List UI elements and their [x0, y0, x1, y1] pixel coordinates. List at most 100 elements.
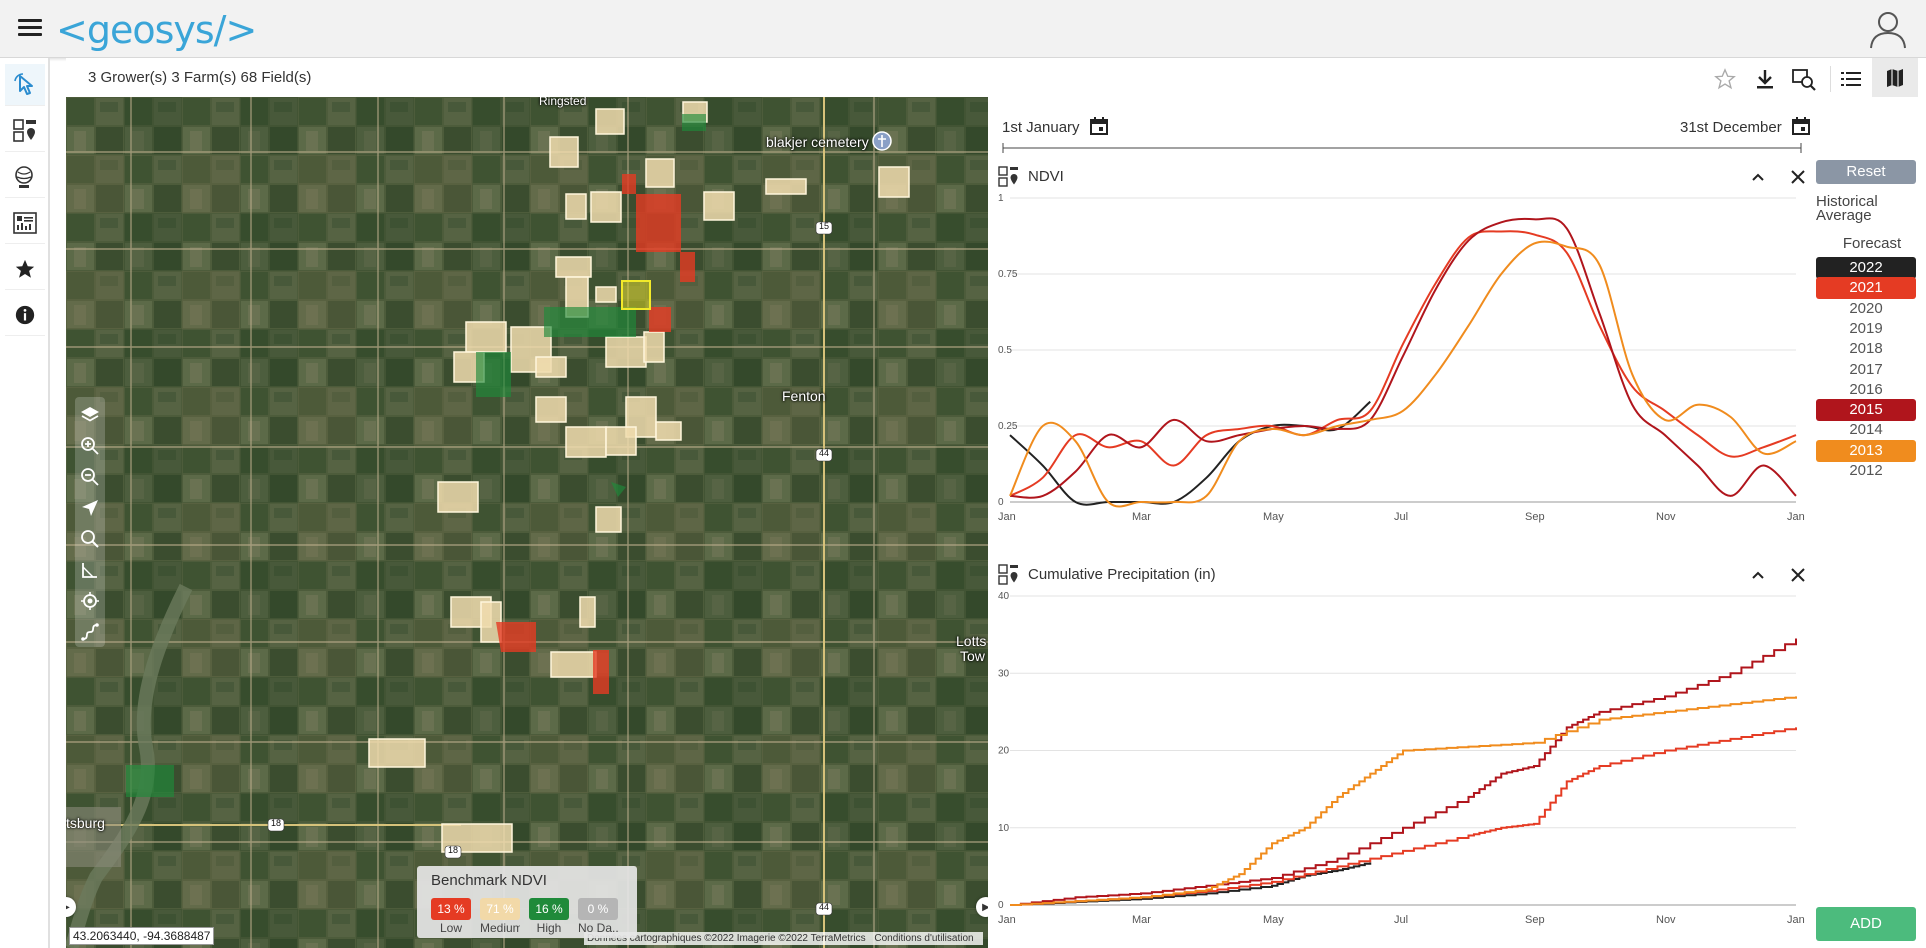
road-label-18: 18	[447, 845, 458, 855]
year-2012[interactable]: 2012	[1849, 462, 1883, 479]
year-2021[interactable]: 2021	[1816, 277, 1916, 300]
user-icon[interactable]	[1868, 9, 1908, 49]
map-attribution: Données cartographiques ©2022 Imagerie ©…	[584, 932, 983, 945]
year-2018[interactable]: 2018	[1849, 340, 1883, 358]
app-logo[interactable]: <geosys/>	[56, 8, 257, 52]
list-view-icon[interactable]	[1830, 66, 1870, 92]
year-2014[interactable]: 2014	[1849, 421, 1883, 439]
series-line-2015[interactable]	[1010, 638, 1797, 906]
road-label-44: 44	[818, 902, 829, 912]
year-2019[interactable]: 2019	[1849, 319, 1883, 337]
legend-label: Low	[439, 921, 462, 935]
legend-item-medium[interactable]: 71 % Medium	[480, 898, 520, 935]
info-icon[interactable]	[5, 294, 45, 336]
collapse-chart-icon[interactable]	[1748, 167, 1768, 187]
download-icon[interactable]	[1752, 66, 1778, 92]
terms-link[interactable]: Conditions d'utilisation	[874, 933, 974, 944]
legend-item-no-data[interactable]: 0 % No Da...	[578, 898, 618, 935]
year-2020[interactable]: 2020	[1849, 299, 1883, 317]
legend-label: No Da...	[578, 921, 618, 935]
add-button[interactable]: ADD	[1816, 907, 1916, 941]
y-tick-label: 0.25	[998, 421, 1018, 432]
globe-settings-icon[interactable]	[5, 156, 45, 198]
legend-value: 0 %	[578, 898, 618, 920]
map-label-lotts-tow: Tow	[960, 648, 985, 664]
layers-icon[interactable]	[78, 403, 102, 427]
historical-average-toggle[interactable]: Historical Average	[1816, 193, 1878, 224]
x-tick-label: Jan	[1787, 914, 1805, 926]
calendar-icon[interactable]	[1089, 117, 1108, 135]
series-line-2013[interactable]	[1010, 696, 1797, 906]
report-icon[interactable]	[5, 202, 45, 244]
calendar-icon[interactable]	[1791, 117, 1810, 135]
field-map-icon[interactable]	[5, 110, 45, 152]
map-label-cemetery: blakjer cemetery	[766, 134, 869, 150]
y-tick-label: 0.5	[998, 345, 1012, 356]
map-view-icon[interactable]	[1872, 58, 1918, 98]
y-tick-label: 40	[998, 591, 1010, 602]
start-date-label: 1st January	[1002, 119, 1080, 136]
y-tick-label: 0	[998, 900, 1004, 911]
satellite-map[interactable]: Ringsted blakjer cemetery Fenton Lotts T…	[66, 97, 988, 948]
chart-layer-icon	[998, 166, 1018, 187]
year-2022[interactable]: 2022	[1816, 257, 1916, 279]
legend-label: Medium	[480, 921, 520, 935]
draw-path-icon[interactable]	[78, 620, 102, 644]
y-tick-label: 20	[998, 746, 1010, 757]
collapse-left-arrow-icon[interactable]: ▶	[66, 897, 76, 917]
x-tick-label: Jan	[1787, 511, 1805, 523]
navigate-icon[interactable]	[78, 496, 102, 520]
year-2017[interactable]: 2017	[1849, 360, 1883, 378]
top-bar: <geosys/>	[0, 0, 1926, 58]
series-line-2013[interactable]	[1009, 240, 1797, 508]
star-icon[interactable]	[5, 248, 45, 290]
hamburger-icon[interactable]	[18, 19, 42, 39]
forecast-toggle[interactable]: Forecast	[1842, 235, 1902, 252]
series-line-2021[interactable]	[1009, 230, 1797, 497]
measure-icon[interactable]	[78, 558, 102, 582]
year-2016[interactable]: 2016	[1849, 380, 1883, 398]
legend-item-low[interactable]: 13 % Low	[431, 898, 471, 935]
precip-chart-title: Cumulative Precipitation (in)	[1028, 566, 1216, 583]
x-tick-label: Jan	[998, 914, 1016, 926]
analytics-panel: 1st January 31st December NDVI 0 0.25 0.5 0…	[988, 97, 1926, 948]
legend-item-high[interactable]: 16 % High	[529, 898, 569, 935]
close-chart-icon[interactable]	[1788, 565, 1808, 585]
precip-chart[interactable]: 0 10 20 30 40 Jan Mar May Jul Sep Nov Jan	[988, 590, 1808, 935]
road-label-44: 44	[818, 448, 829, 458]
end-date[interactable]: 31st December	[1680, 117, 1810, 136]
x-tick-label: Jul	[1394, 914, 1408, 926]
legend-value: 13 %	[431, 898, 471, 920]
precip-chart-header: Cumulative Precipitation (in)	[988, 560, 1808, 590]
attribution-text: Données cartographiques ©2022 Imagerie ©…	[587, 933, 866, 944]
zoom-compare-icon[interactable]	[1791, 66, 1817, 92]
x-tick-label: Sep	[1525, 914, 1545, 926]
year-2013[interactable]: 2013	[1816, 439, 1916, 462]
collapse-chart-icon[interactable]	[1748, 565, 1768, 585]
y-tick-label: 10	[998, 823, 1010, 834]
close-chart-icon[interactable]	[1788, 167, 1808, 187]
y-tick-label: 30	[998, 668, 1010, 679]
star-icon[interactable]	[1712, 66, 1738, 92]
date-range-slider[interactable]	[1002, 143, 1802, 153]
year-2015[interactable]: 2015	[1816, 399, 1916, 422]
benchmark-legend: Benchmark NDVI 13 % Low 71 % Medium 16 %…	[417, 866, 637, 938]
series-line-2015[interactable]	[1009, 217, 1797, 499]
search-icon[interactable]	[78, 527, 102, 551]
reset-button[interactable]: Reset	[1816, 160, 1916, 184]
map-label-fenton: Fenton	[782, 388, 826, 404]
ndvi-chart[interactable]: 0 0.25 0.5 0.75 1 Jan Mar May Jul Sep Nov Jan	[988, 192, 1808, 532]
legend-label: High	[536, 921, 562, 935]
y-tick-label: 1	[998, 193, 1004, 204]
select-pointer-icon[interactable]	[5, 64, 45, 106]
collapse-right-arrow-icon[interactable]: ▶	[976, 897, 988, 917]
map-label-town: Ringsted	[539, 97, 587, 108]
zoom-in-icon[interactable]	[78, 434, 102, 458]
y-tick-label: 0.75	[998, 269, 1018, 280]
zoom-out-icon[interactable]	[78, 465, 102, 489]
road-label-18: 18	[270, 818, 281, 828]
ndvi-chart-title: NDVI	[1028, 168, 1064, 185]
locate-icon[interactable]	[78, 589, 102, 613]
start-date[interactable]: 1st January	[1002, 117, 1108, 136]
map-canvas[interactable]	[66, 97, 988, 948]
